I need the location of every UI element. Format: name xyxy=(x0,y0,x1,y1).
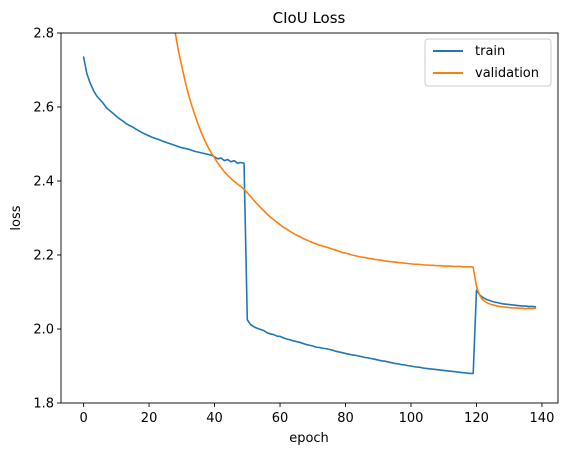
series-line-validation xyxy=(174,33,537,310)
plot-area xyxy=(61,33,558,403)
chart-title: CIoU Loss xyxy=(273,9,346,27)
x-tick-label: 20 xyxy=(141,411,158,426)
x-tick-label: 100 xyxy=(399,411,424,426)
legend: train validation xyxy=(424,38,552,87)
y-tick-label: 2.2 xyxy=(33,249,54,264)
y-tick-label: 1.8 xyxy=(33,397,54,412)
axes-frame xyxy=(60,32,559,404)
y-axis-label: loss xyxy=(9,205,24,230)
x-tick-label: 120 xyxy=(464,411,489,426)
legend-validation-label: validation xyxy=(475,66,539,81)
y-tick-label: 2.8 xyxy=(33,27,54,42)
y-tick-label: 2.0 xyxy=(33,323,54,338)
y-tick-label: 2.4 xyxy=(33,175,54,190)
x-tick-label: 60 xyxy=(272,411,289,426)
axes: 0 20 40 60 80 100 120 140 1.8 2.0 2.2 2.4 2.6 2.8 xyxy=(33,27,559,426)
x-tick-label: 40 xyxy=(206,411,223,426)
plot-background xyxy=(61,33,558,403)
x-tick-label: 80 xyxy=(337,411,354,426)
series-line-train xyxy=(82,56,537,375)
x-tick-label: 0 xyxy=(79,411,87,426)
legend-train-label: train xyxy=(475,44,505,59)
y-tick-label: 2.6 xyxy=(33,101,54,116)
x-axis-label: epoch xyxy=(289,431,329,446)
x-tick-label: 140 xyxy=(530,411,555,426)
series-layer xyxy=(82,33,537,375)
